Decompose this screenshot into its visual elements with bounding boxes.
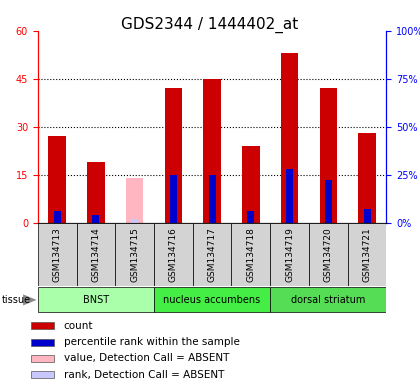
FancyBboxPatch shape [38, 287, 154, 313]
Text: nucleus accumbens: nucleus accumbens [163, 295, 261, 305]
FancyBboxPatch shape [270, 287, 386, 313]
Bar [165, 88, 182, 223]
Bar [31, 355, 54, 362]
Text: dorsal striatum: dorsal striatum [291, 295, 365, 305]
Bar [131, 219, 138, 223]
Text: GSM134714: GSM134714 [92, 227, 100, 282]
Text: GSM134720: GSM134720 [324, 227, 333, 282]
Text: rank, Detection Call = ABSENT: rank, Detection Call = ABSENT [64, 370, 224, 380]
Bar [203, 79, 221, 223]
Bar [247, 211, 255, 223]
Bar [126, 178, 143, 223]
Text: GSM134721: GSM134721 [362, 227, 372, 282]
FancyBboxPatch shape [76, 223, 115, 286]
Bar [54, 211, 60, 223]
FancyBboxPatch shape [154, 287, 270, 313]
Text: BNST: BNST [83, 295, 109, 305]
FancyBboxPatch shape [115, 223, 154, 286]
Bar [48, 136, 66, 223]
FancyBboxPatch shape [193, 223, 231, 286]
FancyBboxPatch shape [38, 223, 76, 286]
Text: percentile rank within the sample: percentile rank within the sample [64, 337, 240, 347]
FancyBboxPatch shape [154, 223, 193, 286]
FancyBboxPatch shape [231, 223, 270, 286]
FancyBboxPatch shape [348, 223, 386, 286]
Bar [170, 175, 177, 223]
Text: value, Detection Call = ABSENT: value, Detection Call = ABSENT [64, 353, 229, 363]
Text: GSM134718: GSM134718 [247, 227, 255, 282]
Bar [325, 180, 332, 223]
Bar [242, 146, 260, 223]
Bar [281, 53, 298, 223]
Bar [209, 175, 215, 223]
Bar [87, 162, 105, 223]
Bar [92, 215, 100, 223]
Bar [31, 339, 54, 346]
Text: GSM134715: GSM134715 [130, 227, 139, 282]
Text: count: count [64, 321, 93, 331]
Bar [31, 322, 54, 329]
Bar [364, 209, 370, 223]
Text: GSM134717: GSM134717 [207, 227, 217, 282]
Polygon shape [23, 295, 37, 305]
Text: GSM134719: GSM134719 [285, 227, 294, 282]
FancyBboxPatch shape [270, 223, 309, 286]
Bar [286, 169, 293, 223]
Text: GSM134716: GSM134716 [169, 227, 178, 282]
Bar [358, 133, 376, 223]
Text: GDS2344 / 1444402_at: GDS2344 / 1444402_at [121, 17, 299, 33]
Bar [31, 371, 54, 378]
Text: GSM134713: GSM134713 [52, 227, 62, 282]
Text: tissue: tissue [2, 295, 31, 305]
FancyBboxPatch shape [309, 223, 348, 286]
Bar [320, 88, 337, 223]
